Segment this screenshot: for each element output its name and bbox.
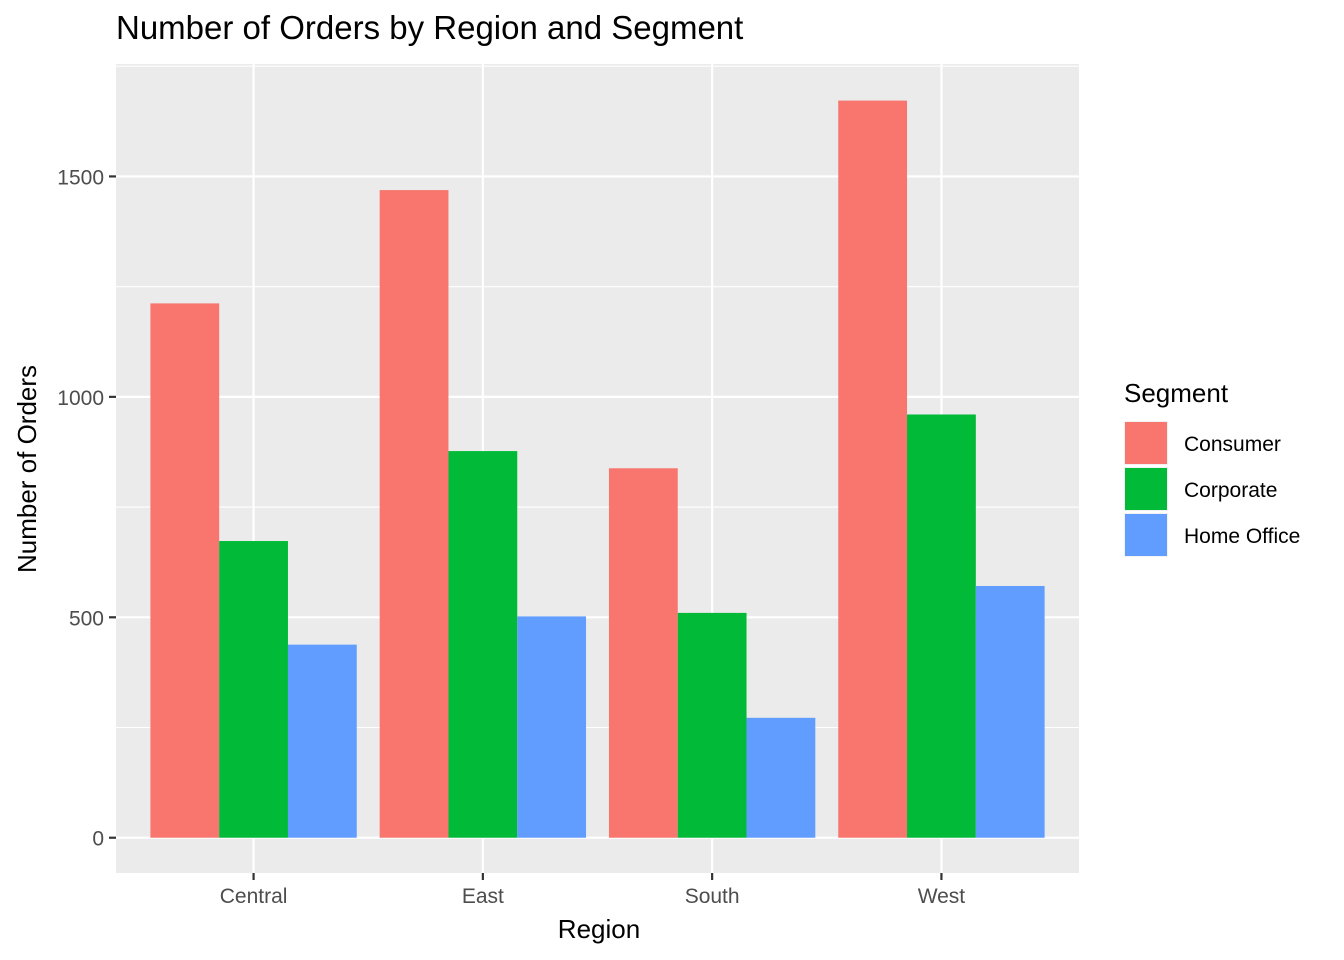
bar-east-consumer <box>379 190 449 838</box>
bar-west-home-office <box>975 585 1045 838</box>
x-tick-label-west: West <box>918 885 966 908</box>
bar-south-corporate <box>677 612 747 838</box>
y-tick-label: 1500 <box>57 166 104 189</box>
legend-key-corporate <box>1125 468 1167 510</box>
y-tick-label: 500 <box>69 607 104 630</box>
bar-west-corporate <box>907 414 976 838</box>
x-tick-label-south: South <box>685 885 740 908</box>
bar-east-home-office <box>517 616 587 838</box>
x-tick-label-central: Central <box>220 885 288 908</box>
bars-group <box>150 100 1045 838</box>
x-tick-label-east: East <box>462 885 504 908</box>
legend: Segment Consumer Corporate Home Office <box>1124 378 1300 557</box>
bar-west-consumer <box>838 100 908 838</box>
x-axis: Central East South West <box>220 873 966 908</box>
bar-central-corporate <box>219 541 288 838</box>
legend-label: Consumer <box>1184 433 1281 456</box>
bar-central-consumer <box>150 303 220 838</box>
legend-label: Corporate <box>1184 479 1277 502</box>
bar-east-corporate <box>448 451 518 838</box>
y-axis-title: Number of Orders <box>12 365 42 573</box>
y-axis: 0 500 1000 1500 <box>57 166 116 851</box>
y-tick-label: 0 <box>92 828 104 851</box>
legend-key-consumer <box>1125 422 1167 464</box>
legend-key-home-office <box>1125 514 1167 556</box>
y-tick-label: 1000 <box>57 387 104 410</box>
bar-central-home-office <box>287 644 357 838</box>
bar-south-consumer <box>608 468 678 838</box>
legend-title: Segment <box>1124 378 1229 408</box>
bar-south-home-office <box>746 717 816 838</box>
chart-title: Number of Orders by Region and Segment <box>116 9 743 46</box>
x-axis-title: Region <box>558 914 640 944</box>
legend-label: Home Office <box>1184 525 1300 548</box>
legend-items: Consumer Corporate Home Office <box>1124 421 1300 557</box>
